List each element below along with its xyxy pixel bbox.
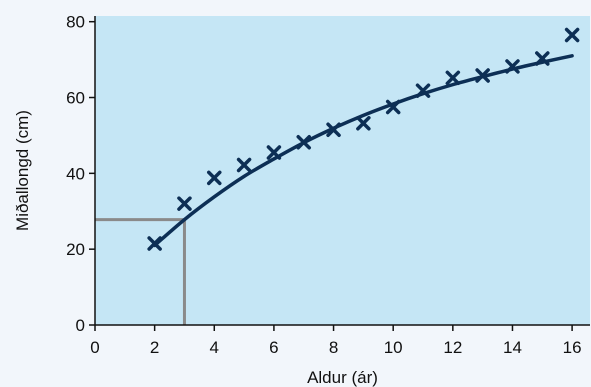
- data-markers: [147, 27, 580, 251]
- x-tick-label: 14: [503, 338, 522, 357]
- data-point: [356, 116, 371, 131]
- data-point: [475, 68, 490, 83]
- x-tick-label: 8: [329, 338, 338, 357]
- data-point: [296, 135, 311, 150]
- y-axis-title: Miðallongd (cm): [13, 110, 32, 231]
- data-point: [564, 27, 580, 43]
- y-tick-label: 40: [66, 164, 85, 183]
- data-point: [177, 196, 192, 211]
- data-point: [207, 170, 222, 186]
- x-tick-label: 6: [269, 338, 278, 357]
- ticks: 0 2 4 6 8 10 12 14 16 0 20 40 60 80: [66, 13, 581, 357]
- x-tick-label: 4: [210, 338, 219, 357]
- y-tick-label: 80: [66, 13, 85, 32]
- reference-lines: [95, 218, 186, 325]
- data-point: [236, 157, 252, 173]
- data-point: [385, 99, 401, 115]
- axes: [94, 16, 590, 326]
- x-tick-label: 0: [90, 338, 99, 357]
- y-tick-label: 60: [66, 89, 85, 108]
- data-point: [535, 51, 550, 66]
- y-tick-label: 20: [66, 240, 85, 259]
- data-point: [415, 83, 431, 98]
- x-tick-label: 16: [563, 338, 582, 357]
- x-tick-label: 12: [443, 338, 462, 357]
- fit-curve: [152, 54, 574, 248]
- x-tick-label: 10: [384, 338, 403, 357]
- data-point: [505, 59, 520, 74]
- data-point: [266, 145, 282, 160]
- data-point: [147, 236, 162, 251]
- plot-area: [95, 16, 590, 325]
- y-tick-label: 0: [76, 316, 85, 335]
- x-tick-label: 2: [150, 338, 159, 357]
- data-point: [326, 122, 341, 137]
- data-point: [445, 70, 461, 86]
- x-axis-title: Aldur (ár): [307, 368, 378, 387]
